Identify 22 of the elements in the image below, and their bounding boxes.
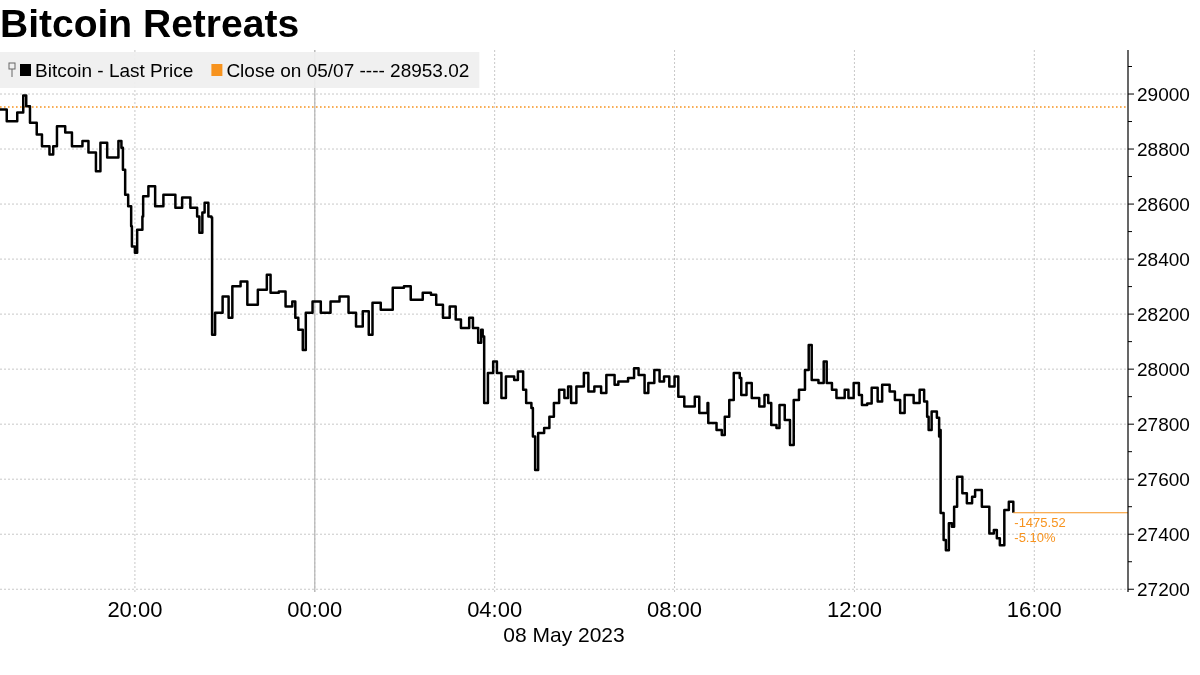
legend-label: Bitcoin - Last Price	[35, 60, 194, 81]
x-axis-title: 08 May 2023	[503, 623, 625, 646]
x-tick-label: 12:00	[826, 597, 882, 622]
y-tick-label: 28600	[1137, 194, 1190, 216]
y-tick-label: 28400	[1137, 249, 1190, 271]
x-tick-label: 04:00	[467, 597, 523, 622]
x-tick-label: 16:00	[1006, 597, 1062, 622]
chart-title: Bitcoin Retreats	[0, 2, 300, 45]
y-tick-label: 27600	[1137, 469, 1190, 491]
y-tick-label: 27200	[1137, 579, 1190, 601]
y-tick-label: 29000	[1137, 84, 1190, 106]
y-tick-label: 28800	[1137, 139, 1190, 161]
y-tick-label: 27800	[1137, 414, 1190, 436]
y-tick-label: 28200	[1137, 304, 1190, 326]
annotation: -5.10%	[1014, 530, 1056, 546]
y-tick-label: 27400	[1137, 524, 1190, 546]
legend-label: Close on 05/07 ---- 28953.02	[226, 60, 470, 81]
x-tick-label: 20:00	[107, 597, 163, 622]
x-tick-label: 00:00	[287, 597, 343, 622]
y-tick-label: 28000	[1137, 359, 1190, 381]
x-tick-label: 08:00	[647, 597, 703, 622]
annotation: -1475.52	[1014, 514, 1066, 530]
